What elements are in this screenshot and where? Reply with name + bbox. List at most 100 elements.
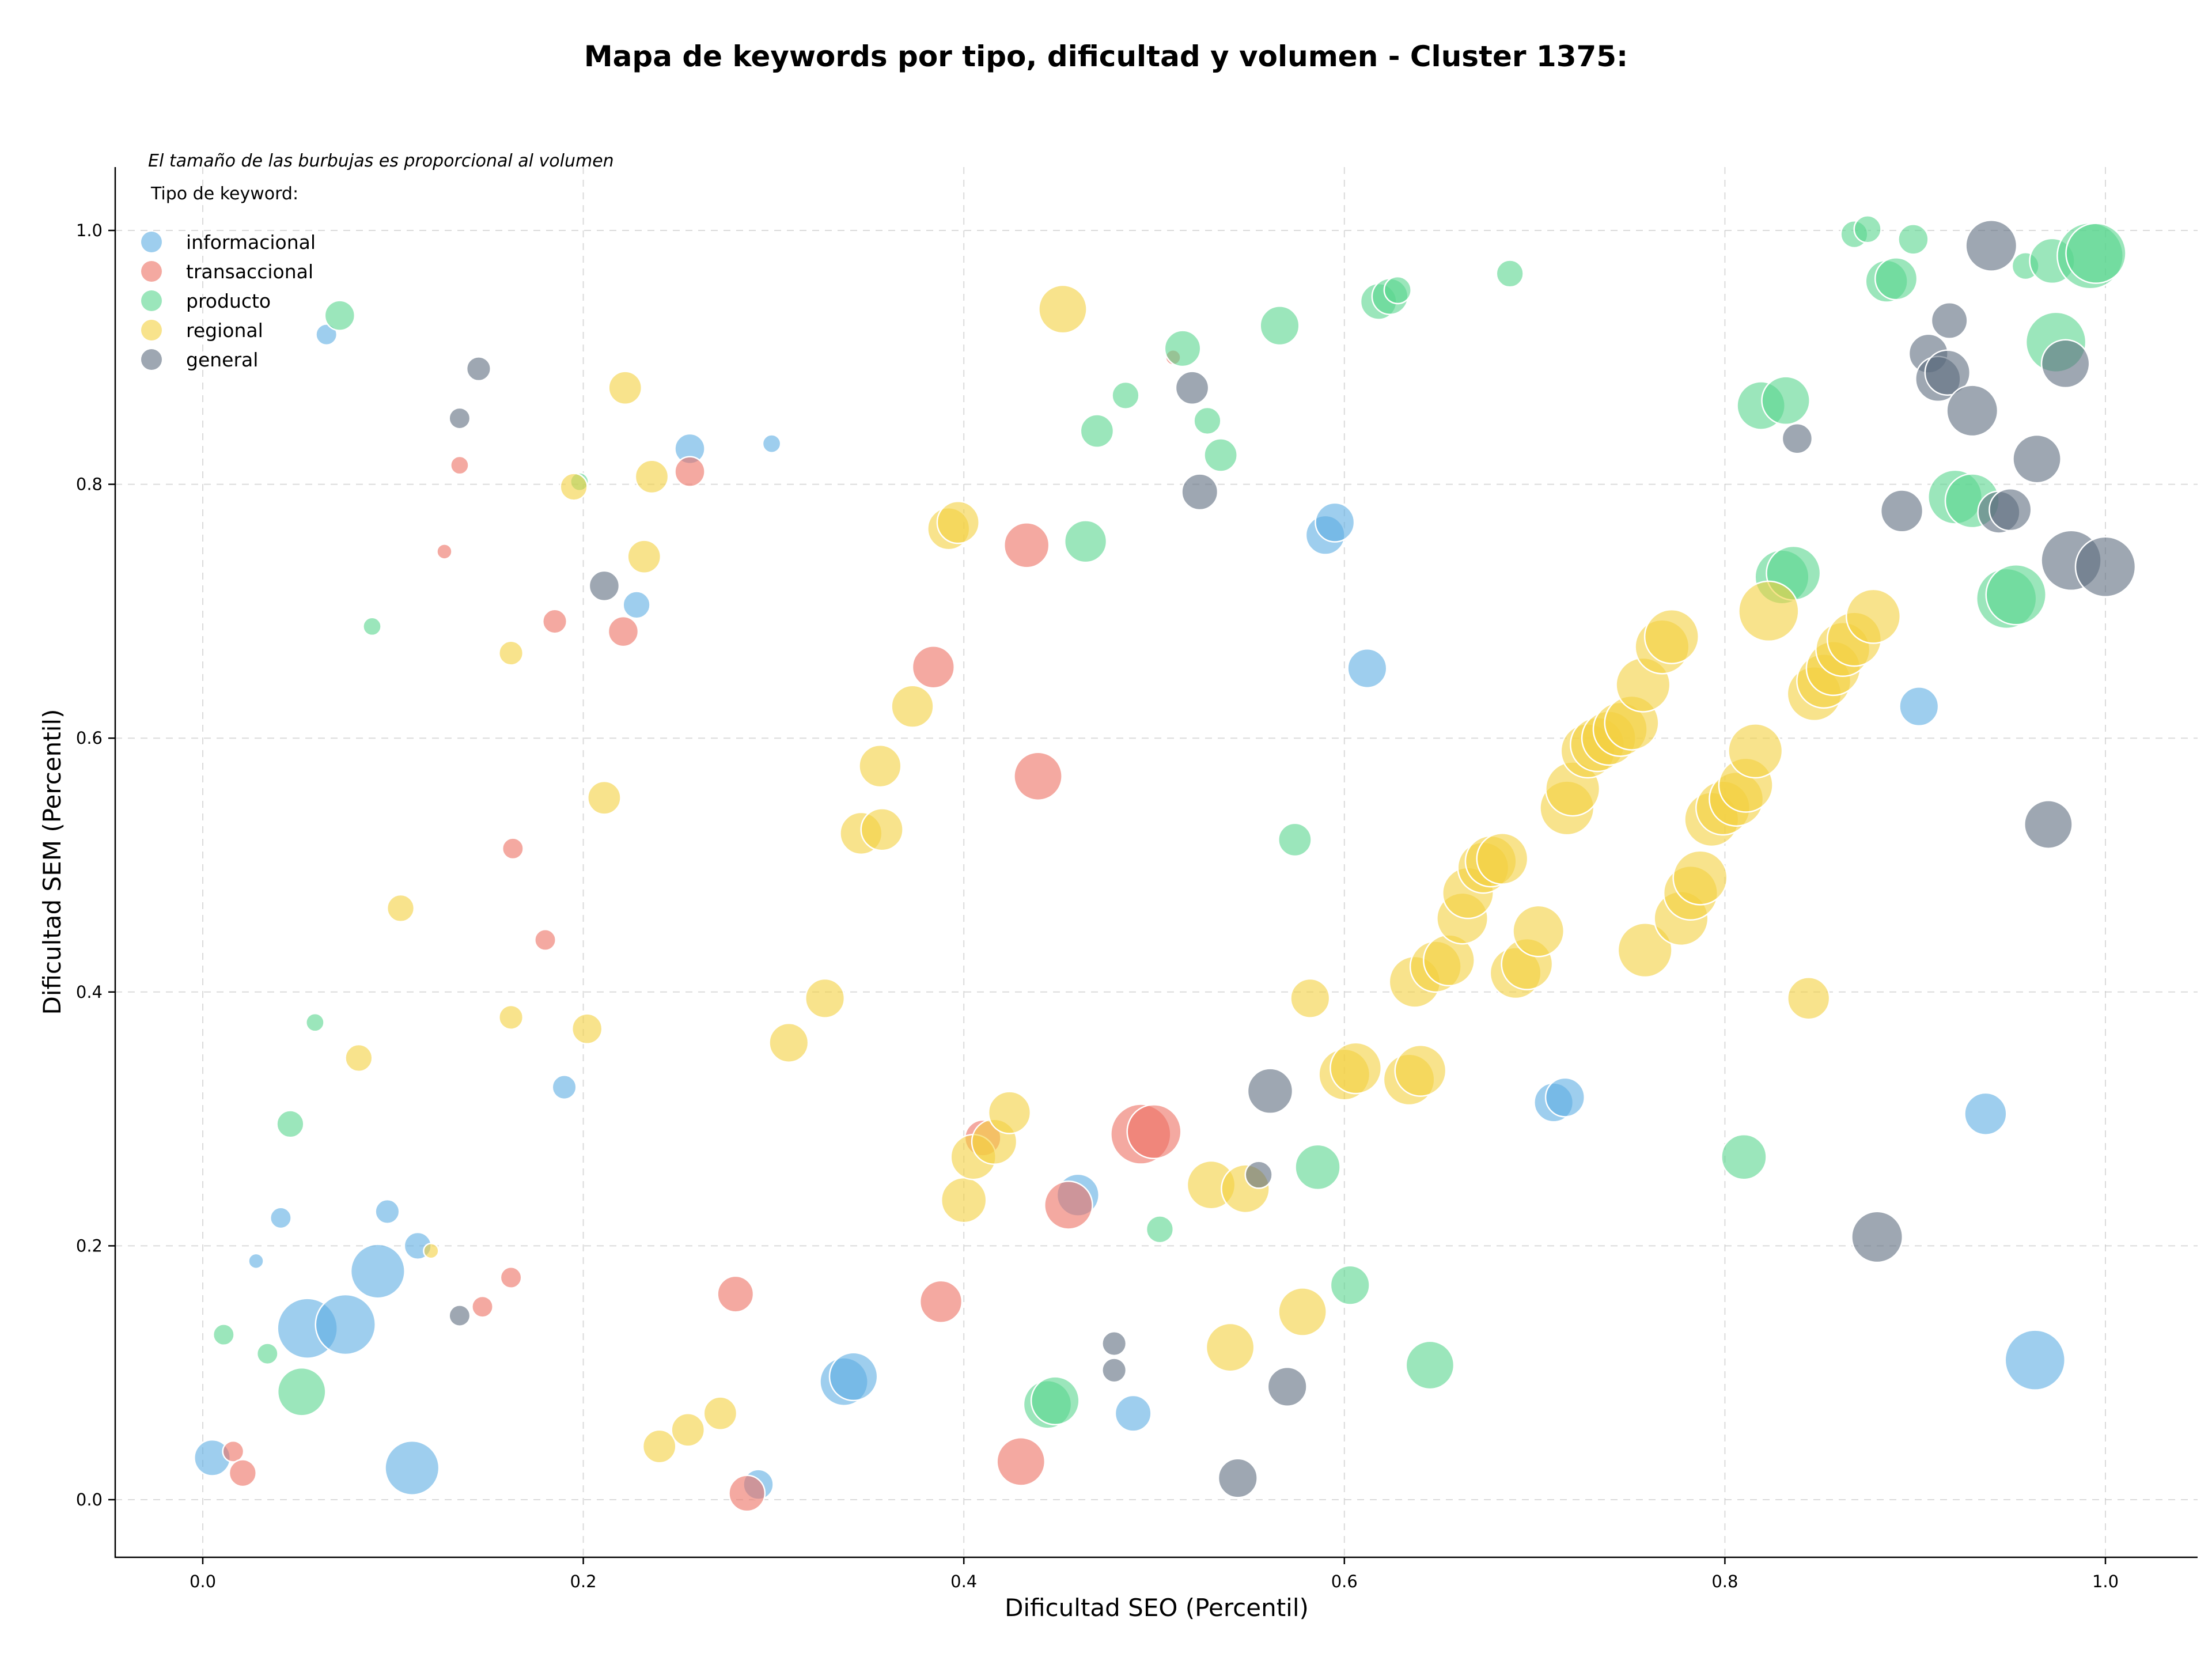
y-axis-label: Dificultad SEM (Percentil) xyxy=(38,709,66,1015)
y-tick-label: 0.2 xyxy=(76,1236,103,1255)
bubble-regional xyxy=(1290,978,1331,1019)
bubble-regional xyxy=(1476,833,1529,885)
bubble-regional xyxy=(671,1412,706,1447)
bubble-informacional xyxy=(1114,1394,1152,1432)
bubble-producto xyxy=(1030,1376,1080,1426)
bubble-producto xyxy=(1145,1215,1175,1244)
bubble-regional xyxy=(1278,1287,1327,1337)
bubble-transaccional xyxy=(450,455,469,475)
bubble-general xyxy=(465,356,491,382)
bubble-general xyxy=(2074,536,2137,598)
y-tick-label: 0.0 xyxy=(76,1490,103,1509)
legend-title: Tipo de keyword: xyxy=(150,184,298,204)
bubble-transaccional xyxy=(919,1280,963,1323)
bubble-regional xyxy=(1394,1044,1447,1097)
bubble-transaccional xyxy=(1044,1181,1093,1230)
axis-spines xyxy=(114,167,2198,1558)
bubble-regional xyxy=(1205,1322,1255,1372)
bubble-producto xyxy=(1203,438,1238,472)
bubble-transaccional xyxy=(228,1459,257,1488)
bubble-general xyxy=(1851,1210,1904,1263)
x-tick-label: 0.4 xyxy=(950,1572,977,1591)
x-tick-label: 0.8 xyxy=(1711,1572,1738,1591)
bubble-informacional xyxy=(315,1293,376,1356)
y-tick-label: 0.8 xyxy=(76,475,103,494)
bubble-regional xyxy=(703,1396,738,1431)
bubble-general xyxy=(1247,1068,1294,1114)
bubble-regional xyxy=(559,472,588,501)
bubble-transaccional xyxy=(728,1474,766,1512)
bubble-producto xyxy=(276,1367,327,1417)
bubble-regional xyxy=(423,1242,440,1259)
bubble-regional xyxy=(858,744,902,788)
bubble-transaccional xyxy=(911,645,956,689)
bubble-general xyxy=(1181,473,1219,511)
legend-label-producto: producto xyxy=(186,290,271,312)
bubble-regional xyxy=(987,1091,1032,1134)
bubble-producto xyxy=(1853,215,1882,244)
bubble-general xyxy=(448,1304,471,1327)
bubble-producto xyxy=(1985,564,2047,626)
bubble-general xyxy=(1781,423,1813,455)
bubble-transaccional xyxy=(542,608,568,634)
bubble-general xyxy=(2012,434,2062,484)
bubble-producto xyxy=(1294,1144,1341,1191)
bubble-general xyxy=(1988,488,2032,532)
bubble-regional xyxy=(891,684,934,728)
bubble-producto xyxy=(1259,305,1300,346)
y-tick-label: 1.0 xyxy=(76,221,103,240)
bubble-informacional xyxy=(1544,1077,1585,1118)
bubble-producto xyxy=(1193,406,1222,436)
bubble-producto xyxy=(212,1323,235,1346)
bubble-general xyxy=(1101,1330,1127,1357)
x-axis-label: Dificultad SEO (Percentil) xyxy=(1005,1594,1309,1622)
x-tick-label: 0.2 xyxy=(570,1572,597,1591)
bubble-informacional xyxy=(828,1352,878,1402)
bubble-regional xyxy=(768,1022,809,1063)
bubble-transaccional xyxy=(1013,751,1063,801)
legend-marker-transaccional xyxy=(141,261,162,282)
bubble-regional xyxy=(587,780,622,815)
bubble-transaccional xyxy=(499,1266,522,1289)
x-tick-label: 0.6 xyxy=(1331,1572,1358,1591)
bubble-layer xyxy=(194,215,2137,1512)
legend-label-general: general xyxy=(186,349,258,371)
bubble-producto xyxy=(305,1012,325,1032)
bubble-producto xyxy=(1383,275,1412,305)
bubble-regional xyxy=(498,1004,524,1030)
bubble-regional xyxy=(1738,580,1800,642)
bubble-general xyxy=(1924,349,1971,396)
bubble-regional xyxy=(1330,1042,1382,1095)
bubble-producto xyxy=(1164,330,1202,368)
bubble-transaccional xyxy=(1003,522,1050,569)
bubble-producto xyxy=(1330,1265,1370,1306)
x-tick-label: 1.0 xyxy=(2092,1572,2119,1591)
bubble-transaccional xyxy=(674,456,706,487)
y-tick-label: 0.6 xyxy=(76,728,103,748)
bubble-producto xyxy=(1761,376,1810,426)
bubble-transaccional xyxy=(607,615,639,648)
bubble-general xyxy=(1244,1160,1273,1189)
bubble-transaccional xyxy=(436,543,453,560)
bubble-informacional xyxy=(350,1243,406,1299)
bubble-regional xyxy=(1787,977,1831,1020)
bubble-producto xyxy=(1111,381,1140,410)
bubble-size-note: El tamaño de las burbujas es proporciona… xyxy=(148,151,614,171)
grid-lines xyxy=(115,167,2198,1557)
bubble-informacional xyxy=(1315,502,1355,543)
axis-ticks: 0.0 0.0 0.2 0.2 0.4 0.4 0.6 0.6 0.8 0.8 1.0 1.0 xyxy=(76,221,2119,1591)
bubble-regional xyxy=(642,1429,677,1464)
bubble-informacional xyxy=(384,1440,440,1496)
bubble-producto xyxy=(324,300,356,331)
bubble-producto xyxy=(1897,224,1929,255)
bubble-regional xyxy=(386,894,415,923)
bubble-regional xyxy=(940,1176,987,1224)
bubble-informacional xyxy=(1347,648,1388,689)
bubble-producto xyxy=(1278,822,1312,857)
x-tick-label: 0.0 xyxy=(190,1572,216,1591)
bubble-general xyxy=(1930,301,1968,339)
bubble-general xyxy=(1965,219,2018,272)
bubble-regional xyxy=(498,640,524,666)
y-tick-label: 0.4 xyxy=(76,982,103,1002)
